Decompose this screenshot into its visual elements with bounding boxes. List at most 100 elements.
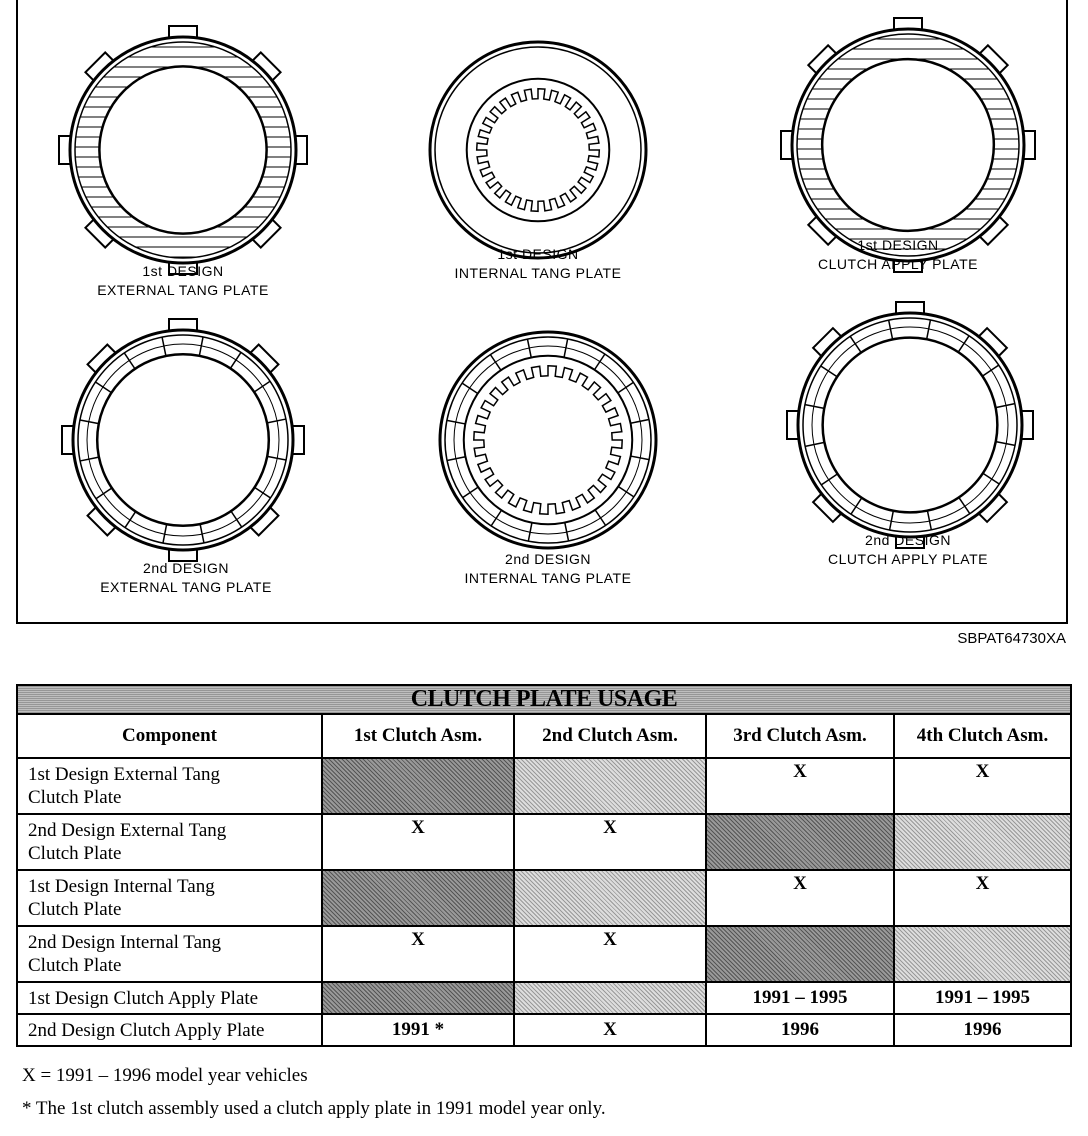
clutch-plate-usage-table: CLUTCH PLATE USAGE Component 1st Clutch … — [16, 684, 1072, 1047]
component-cell: 2nd Design Clutch Apply Plate — [16, 1013, 323, 1047]
friction-segment-divider — [229, 352, 242, 369]
usage-cell: X — [705, 869, 895, 927]
friction-segment-divider — [995, 402, 1016, 409]
internal-tang-teeth — [473, 365, 623, 515]
internal-tang-teeth — [475, 87, 601, 213]
usage-cell — [513, 981, 707, 1015]
plate-caption-1: 1st DESIGN EXTERNAL TANG PLATE — [97, 263, 269, 298]
component-line2: Clutch Plate — [28, 899, 122, 920]
friction-segment-divider — [79, 456, 100, 462]
friction-segment-divider — [958, 497, 971, 515]
header-4th: 4th Clutch Asm. — [893, 713, 1072, 759]
table-row: 2nd Design Clutch Apply Plate 1991 * X 1996… — [16, 1013, 1072, 1047]
plate-outer-ring — [796, 33, 1020, 257]
usage-cell: X — [893, 869, 1072, 927]
table-header-row: Component 1st Clutch Asm. 2nd Clutch Asm… — [16, 713, 1072, 759]
clutch-plates-diagram — [58, 17, 1036, 562]
friction-segment-divider — [888, 510, 895, 531]
table-row: 2nd Design External Tang Clutch Plate X X — [16, 813, 1072, 871]
figure-id: SBPAT64730XA — [957, 630, 1066, 647]
header-component: Component — [16, 713, 323, 759]
friction-segment-divider — [199, 523, 205, 544]
table-title: CLUTCH PLATE USAGE — [16, 684, 1072, 715]
friction-segment-divider — [982, 364, 1000, 377]
component-line1: 1st Design Clutch Apply Plate — [28, 987, 259, 1009]
usage-cell — [893, 813, 1072, 871]
plate-caption-5: 2nd DESIGN INTERNAL TANG PLATE — [464, 551, 632, 586]
friction-segment-divider — [267, 455, 287, 461]
usage-cell — [705, 813, 895, 871]
friction-segment-divider — [253, 380, 271, 393]
friction-segment-divider — [804, 441, 825, 448]
header-3rd: 3rd Clutch Asm. — [705, 713, 895, 759]
segment-ring — [453, 345, 643, 535]
usage-cell: X — [705, 757, 895, 815]
usage-cell: 1996 — [705, 1013, 895, 1047]
friction-segment-divider — [266, 418, 287, 424]
usage-cell — [513, 869, 707, 927]
plate-inner-edge — [98, 65, 268, 235]
table-row: 1st Design Internal Tang Clutch Plate X X — [16, 869, 1072, 927]
usage-cell — [321, 869, 515, 927]
plate-caption-2: 1st DESIGN INTERNAL TANG PLATE — [454, 246, 622, 281]
friction-segment-divider — [957, 335, 970, 353]
component-line1: 2nd Design Internal Tang — [28, 932, 222, 953]
usage-cell: X — [513, 925, 707, 983]
component-cell: 1st Design Clutch Apply Plate — [16, 981, 323, 1015]
component-cell: 1st Design Internal Tang Clutch Plate — [16, 869, 323, 927]
table-row: 2nd Design Internal Tang Clutch Plate X X — [16, 925, 1072, 983]
plate-outer-ring — [444, 336, 652, 544]
plate-inner-edge — [821, 336, 999, 514]
usage-cell — [513, 757, 707, 815]
plate-outer-ring — [802, 317, 1018, 533]
plate-outer-ring — [74, 41, 292, 259]
friction-segment-divider — [79, 419, 99, 425]
usage-cell — [705, 925, 895, 983]
usage-cell: 1991 * — [321, 1013, 515, 1047]
component-line1: 2nd Design External Tang — [28, 820, 227, 841]
usage-cell: 1991 – 1995 — [893, 981, 1072, 1015]
friction-segment-divider — [95, 381, 112, 394]
plate-inner-edge — [820, 57, 996, 233]
friction-segment-divider — [982, 472, 1000, 485]
friction-segment-divider — [161, 336, 167, 357]
friction-segment-divider — [820, 365, 838, 378]
usage-cell: X — [321, 925, 515, 983]
friction-segment-divider — [124, 511, 137, 528]
plate-inner-edge — [95, 352, 271, 528]
segment-ring — [811, 326, 1009, 524]
usage-cell — [321, 981, 515, 1015]
friction-segment-divider — [804, 403, 825, 410]
friction-segment-divider — [198, 336, 204, 356]
friction-segment-divider — [850, 497, 863, 515]
plate-outer-ring — [77, 334, 289, 546]
component-cell: 1st Design External Tang Clutch Plate — [16, 757, 323, 815]
friction-segment-divider — [995, 440, 1016, 447]
usage-cell: X — [513, 1013, 707, 1047]
figure-frame — [16, 0, 1068, 624]
friction-segment-divider — [254, 486, 271, 499]
header-2nd: 2nd Clutch Asm. — [513, 713, 707, 759]
usage-cell: 1991 – 1995 — [705, 981, 895, 1015]
plate-caption-6: 2nd DESIGN CLUTCH APPLY PLATE — [828, 532, 988, 567]
component-line2: Clutch Plate — [28, 787, 122, 808]
friction-segment-divider — [230, 510, 243, 528]
component-line1: 1st Design External Tang — [28, 764, 220, 785]
friction-segment-divider — [887, 319, 894, 340]
friction-segment-divider — [849, 335, 862, 353]
usage-cell: X — [321, 813, 515, 871]
legend-x-note: X = 1991 – 1996 model year vehicles — [22, 1065, 308, 1086]
component-line1: 2nd Design Clutch Apply Plate — [28, 1019, 265, 1041]
table-row: 1st Design External Tang Clutch Plate X X — [16, 757, 1072, 815]
friction-segment-divider — [95, 487, 113, 500]
friction-segment-divider — [123, 352, 136, 370]
component-cell: 2nd Design External Tang Clutch Plate — [16, 813, 323, 871]
table-row: 1st Design Clutch Apply Plate 1991 – 1995… — [16, 981, 1072, 1015]
segment-ring — [86, 343, 280, 537]
legend-star-note: * The 1st clutch assembly used a clutch … — [22, 1098, 606, 1119]
friction-segment-divider — [162, 524, 168, 544]
usage-cell — [321, 757, 515, 815]
component-line1: 1st Design Internal Tang — [28, 876, 215, 897]
usage-cell — [893, 925, 1072, 983]
usage-cell: X — [513, 813, 707, 871]
